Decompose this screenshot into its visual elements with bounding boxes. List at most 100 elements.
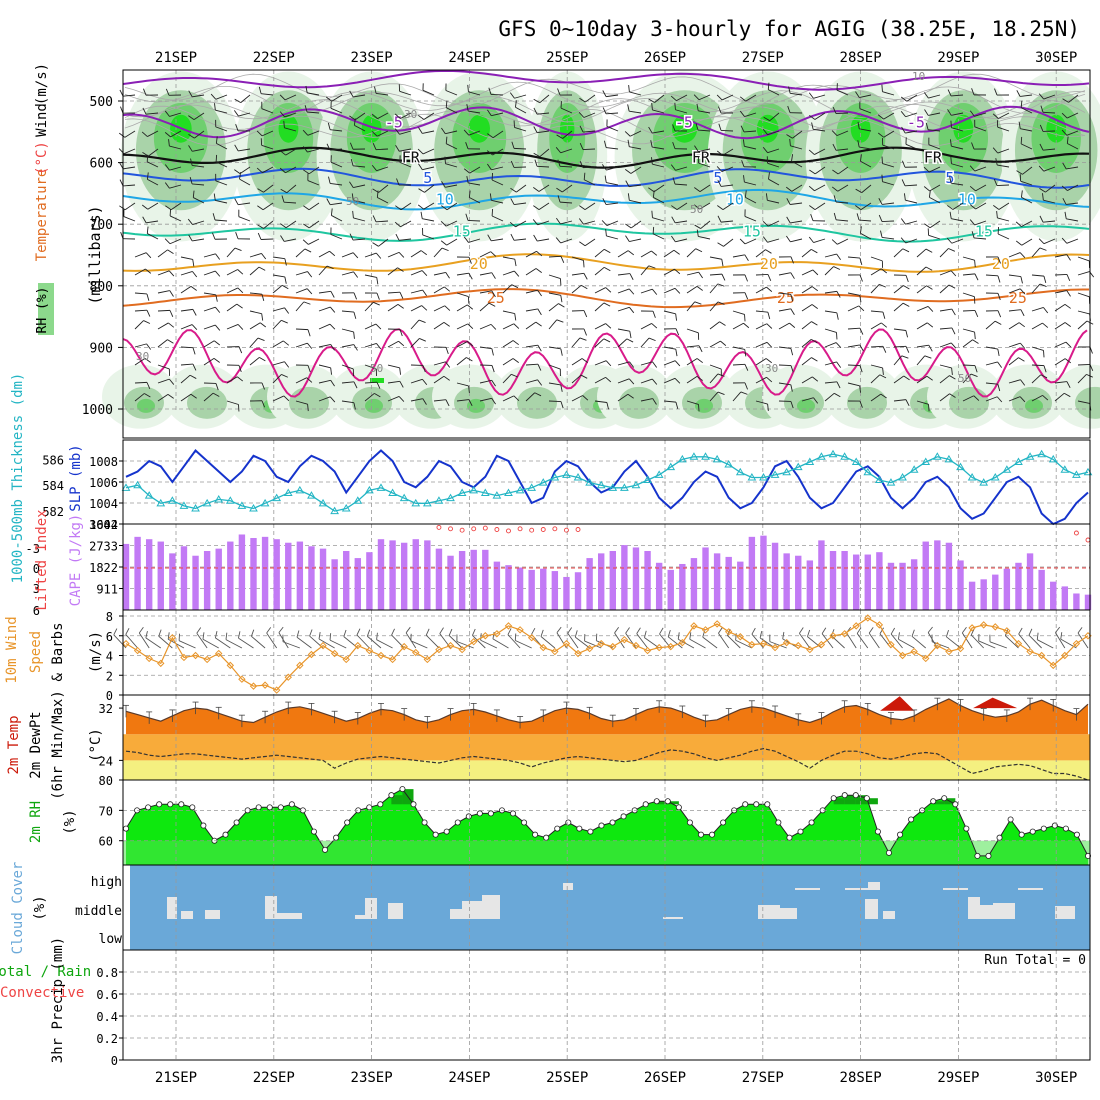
wind-barb: [349, 115, 356, 121]
wind-barb: [214, 270, 221, 277]
wind-barb: [951, 218, 964, 222]
wind-barb: [1054, 358, 1066, 366]
wind-barb: [882, 367, 884, 375]
wind-barb: [318, 344, 331, 348]
wind-barb: [905, 112, 918, 118]
wind-barb: [356, 628, 361, 636]
wind-barb: [617, 361, 630, 366]
wind-barb: [1054, 392, 1065, 402]
wind-barb: [157, 364, 170, 370]
wind-barb: [261, 313, 264, 321]
wind-speed-marker: [272, 686, 281, 694]
cape-bar: [458, 550, 466, 610]
wind-barb: [215, 126, 228, 132]
rh2m-marker: [189, 804, 196, 811]
wind-barb: [1021, 220, 1033, 227]
rh-contour-label: 50: [346, 195, 359, 208]
wind-barb: [491, 199, 504, 204]
wind-barb: [801, 269, 814, 276]
wind-barb: [225, 639, 243, 649]
wind-barb: [387, 291, 401, 294]
wind-barb: [663, 287, 676, 294]
wind-barb: [562, 130, 573, 139]
rh2m-marker: [1073, 831, 1080, 838]
temperature-peak: [880, 696, 915, 711]
wind-barb: [167, 339, 174, 344]
wind-barb: [433, 271, 446, 276]
cape-bar: [134, 536, 141, 610]
wind-barb: [951, 94, 964, 97]
wind-barb: [555, 147, 561, 154]
wind-barb: [581, 358, 588, 364]
wind-barb: [1031, 247, 1041, 258]
wind-barb: [540, 636, 556, 649]
wind-barb: [1077, 400, 1090, 404]
wind-barb: [341, 252, 354, 258]
date-label-top: 24SEP: [448, 50, 490, 66]
wind-barb: [193, 112, 205, 121]
thickness-marker: [492, 491, 502, 499]
y-tick-label: 24: [99, 754, 113, 768]
high-cloud-bar: [845, 888, 870, 890]
wind-barb: [548, 319, 558, 330]
wind-barb: [1066, 130, 1079, 136]
wind-barb: [445, 361, 451, 368]
wind-barb: [444, 286, 451, 292]
rh2m-marker: [642, 801, 649, 808]
li-marker: [575, 527, 581, 532]
wind-barb: [813, 397, 819, 404]
wind-barb: [893, 399, 906, 402]
wind-barb: [625, 168, 632, 174]
wind-barb: [594, 360, 607, 366]
thickness-marker: [828, 449, 838, 458]
cape-bar: [424, 540, 431, 610]
wind-barb: [974, 260, 976, 268]
wind-barb: [250, 629, 255, 637]
wind-barb: [502, 310, 515, 314]
wind-barb: [614, 627, 620, 634]
wind-barb: [1054, 273, 1068, 276]
wind-barb: [329, 633, 332, 641]
y-tick-label: 0.2: [96, 1032, 118, 1046]
wind-barb: [640, 361, 653, 366]
wind-barb: [721, 220, 734, 223]
thickness-marker: [596, 480, 606, 489]
wind-barb: [479, 290, 492, 294]
wind-barb: [295, 271, 308, 276]
wind-speed-marker: [527, 634, 536, 642]
wind-speed-marker: [597, 639, 605, 648]
rh-region: [695, 398, 713, 413]
rh2m-marker: [399, 786, 406, 793]
wind-barb: [905, 143, 918, 150]
wind-barb: [698, 404, 700, 412]
li-marker: [436, 524, 442, 530]
wind-barb: [480, 633, 482, 641]
wind-barb: [997, 233, 1010, 240]
wind-barb: [1019, 252, 1026, 259]
wind-barb: [125, 628, 130, 635]
wind-barb: [193, 197, 205, 204]
wind-barb: [951, 308, 956, 316]
wind-barb: [808, 92, 814, 99]
wind-barb: [946, 237, 953, 244]
wind-barb: [240, 94, 251, 103]
wind-barb: [799, 633, 811, 649]
wind-barb: [399, 329, 403, 337]
rh2m-marker: [1051, 822, 1058, 829]
wind-barb: [997, 348, 1000, 357]
wind-barb: [533, 187, 540, 192]
wind-barb: [537, 379, 543, 386]
wind-barb: [640, 398, 653, 402]
wind-barb: [698, 94, 711, 101]
wind-barb: [467, 304, 474, 310]
wind-barb: [905, 220, 918, 225]
wind-barb: [257, 232, 262, 240]
wind-barb: [625, 235, 630, 242]
wind-barb: [648, 187, 655, 193]
rh2m-marker: [465, 813, 472, 820]
thickness-marker: [515, 485, 525, 494]
wind-barb: [651, 323, 658, 329]
wind-barb: [410, 640, 428, 649]
wind-barb: [1061, 129, 1068, 136]
wind-barb: [814, 202, 826, 210]
